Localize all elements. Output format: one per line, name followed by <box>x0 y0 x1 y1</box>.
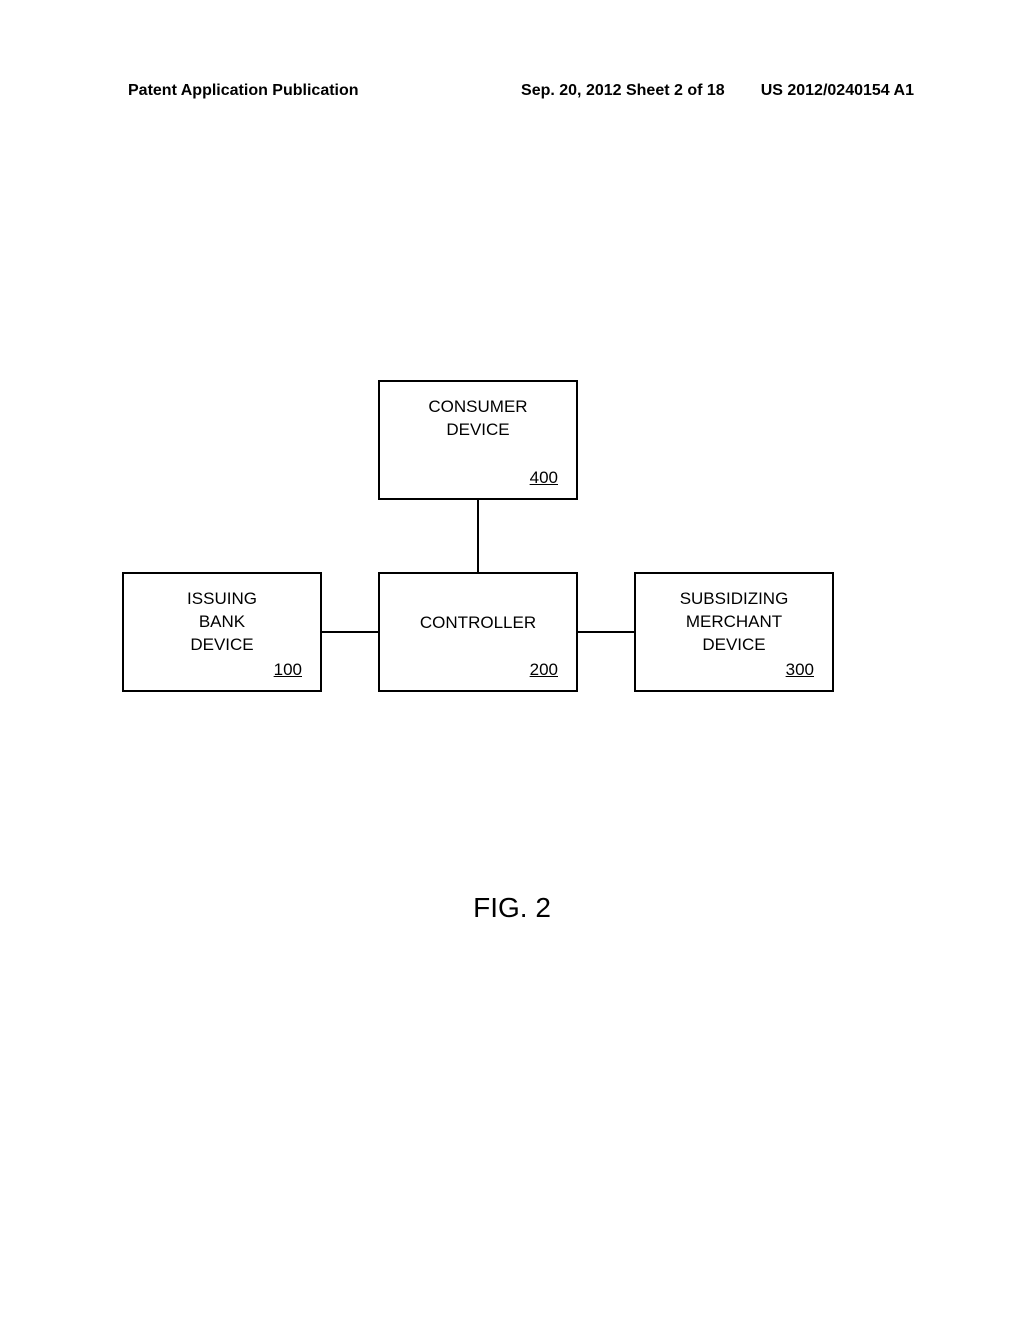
node-issuing: ISSUING BANK DEVICE 100 <box>122 572 322 692</box>
node-merchant: SUBSIDIZING MERCHANT DEVICE 300 <box>634 572 834 692</box>
node-label-line: SUBSIDIZING <box>680 588 789 611</box>
node-label-line: DEVICE <box>446 419 509 442</box>
node-label-line: MERCHANT <box>686 611 782 634</box>
node-label-line: CONTROLLER <box>420 612 536 635</box>
node-ref: 400 <box>530 467 558 490</box>
node-label-line: BANK <box>199 611 245 634</box>
node-ref: 100 <box>274 659 302 682</box>
edge-h1 <box>322 631 378 633</box>
header-center: Sep. 20, 2012 Sheet 2 of 18 <box>521 82 725 100</box>
node-label-line: CONSUMER <box>428 396 527 419</box>
edge-v1 <box>477 500 479 572</box>
node-consumer: CONSUMER DEVICE 400 <box>378 380 578 500</box>
edge-h2 <box>578 631 634 633</box>
diagram: CONSUMER DEVICE 400 ISSUING BANK DEVICE … <box>0 380 1024 880</box>
node-ref: 300 <box>786 659 814 682</box>
node-label-line: DEVICE <box>190 634 253 657</box>
header-pubno: US 2012/0240154 A1 <box>761 82 914 100</box>
node-ref: 200 <box>530 659 558 682</box>
header-left: Patent Application Publication <box>128 82 359 100</box>
page-header: Patent Application Publication Sep. 20, … <box>0 82 1024 100</box>
header-right: Sep. 20, 2012 Sheet 2 of 18 US 2012/0240… <box>521 82 914 100</box>
node-label-line: ISSUING <box>187 588 257 611</box>
node-controller: CONTROLLER 200 <box>378 572 578 692</box>
figure-caption: FIG. 2 <box>0 892 1024 924</box>
node-label-line: DEVICE <box>702 634 765 657</box>
